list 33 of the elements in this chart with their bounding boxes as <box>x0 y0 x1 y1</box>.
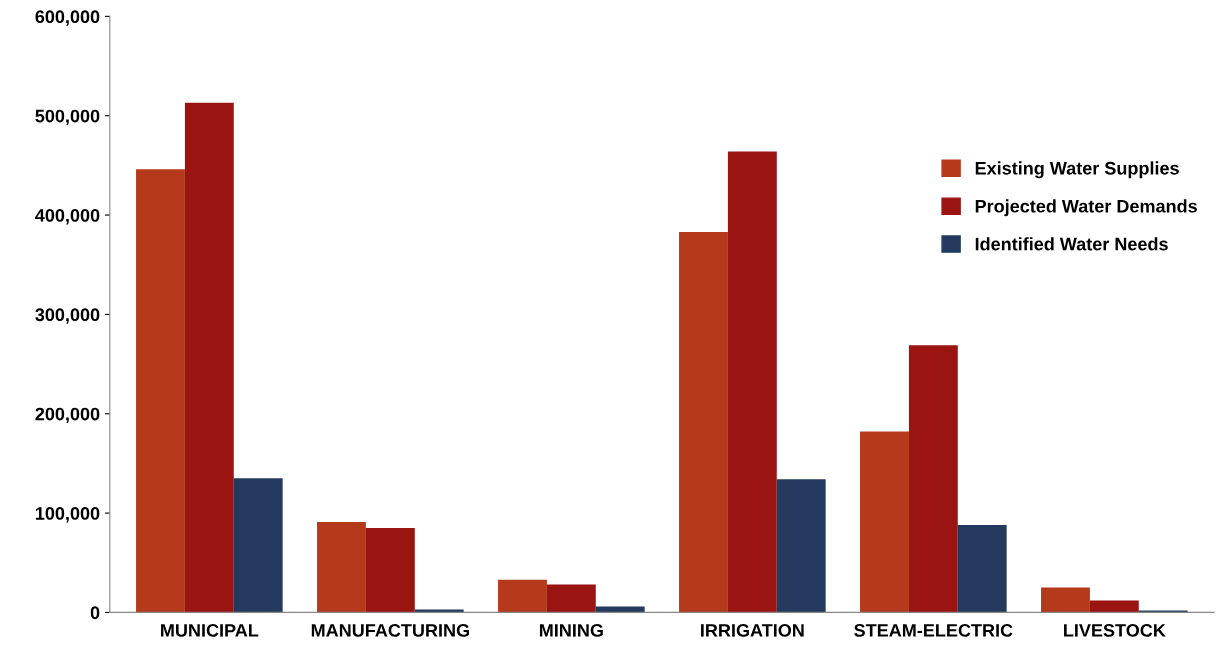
legend-label: Projected Water Demands <box>975 199 1197 217</box>
bar <box>679 231 728 613</box>
bar <box>365 527 415 613</box>
y-tick-label: 300,000 <box>35 308 100 324</box>
legend-label: Identified Water Needs <box>975 237 1168 251</box>
bar <box>498 579 547 613</box>
y-tick-label: 200,000 <box>35 407 100 424</box>
y-tick-label: 600,000 <box>35 10 100 26</box>
bar <box>233 478 283 613</box>
bar <box>317 522 366 613</box>
x-tick-label: MUNICIPAL <box>161 624 259 637</box>
bar <box>184 102 234 613</box>
y-tick-label: 0 <box>90 606 100 620</box>
x-tick-label: MANUFACTURING <box>311 624 469 637</box>
bar <box>1041 587 1090 613</box>
x-tick-label: STEAM-ELECTRIC <box>854 624 1013 637</box>
bar <box>546 584 596 613</box>
y-tick-label: 500,000 <box>35 109 100 126</box>
bar <box>1089 600 1139 613</box>
bar <box>414 609 464 613</box>
bar <box>595 606 645 613</box>
legend-label: Existing Water Supplies <box>975 161 1179 179</box>
bar <box>957 525 1007 613</box>
x-tick-label: IRRIGATION <box>701 624 804 637</box>
bar <box>136 169 185 613</box>
bar <box>908 345 958 613</box>
y-tick-label: 100,000 <box>35 507 100 523</box>
y-tick-label: 400,000 <box>35 208 100 225</box>
x-tick-label: LIVESTOCK <box>1064 624 1166 637</box>
bar <box>776 479 826 613</box>
bar <box>727 151 777 613</box>
bar <box>860 431 909 613</box>
x-tick-label: MINING <box>539 624 603 637</box>
